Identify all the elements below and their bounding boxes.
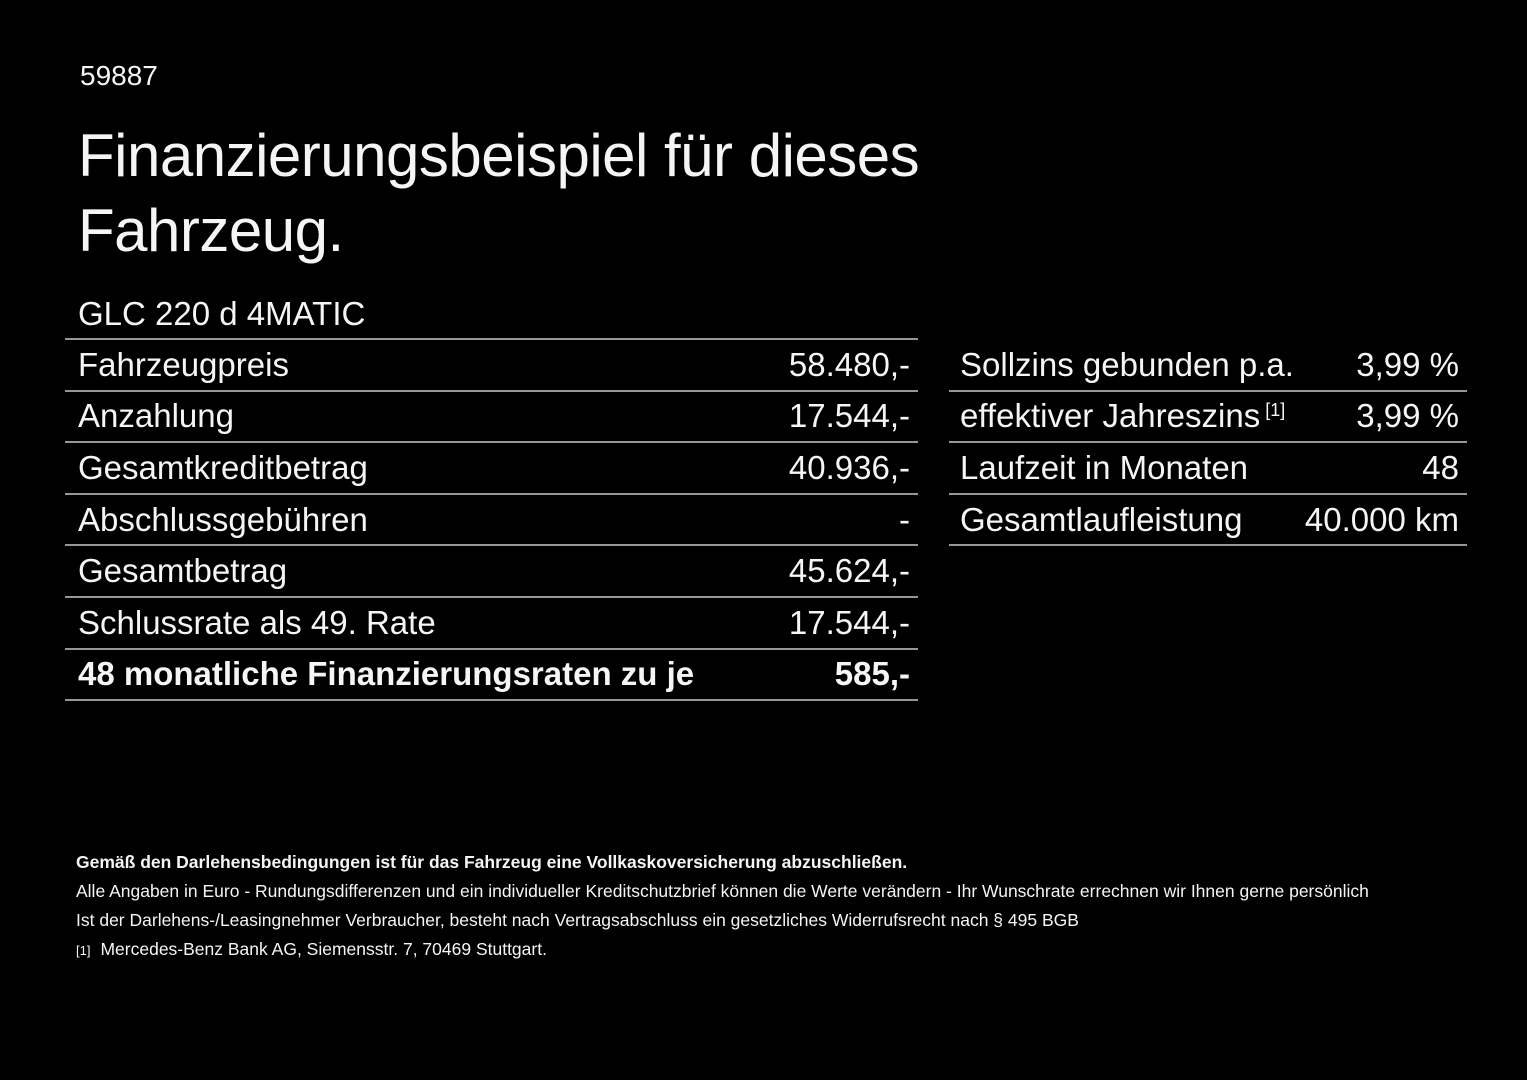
condition-row: Laufzeit in Monaten 48 <box>949 443 1467 495</box>
row-value: 17.544,- <box>788 603 910 641</box>
row-label: Gesamtbetrag <box>78 552 288 590</box>
row-label: Anzahlung <box>78 397 234 435</box>
row-value: 17.544,- <box>788 397 910 435</box>
conditions-table: Sollzins gebunden p.a. 3,99 % effektiver J… <box>949 340 1467 547</box>
offer-number: 59887 <box>80 60 158 91</box>
finance-row: Gesamtbetrag 45.624,- <box>65 546 918 598</box>
row-label: 48 monatliche Finanzierungsraten zu je <box>78 655 695 693</box>
page-title-line2: Fahrzeug. <box>78 197 344 264</box>
row-label: Gesamtkreditbetrag <box>78 448 368 486</box>
row-label: effektiver Jahreszins [1] <box>960 397 1286 435</box>
page-title: Finanzierungsbeispiel für dieses Fahrzeug… <box>78 118 920 268</box>
insurance-note: Gemäß den Darlehensbedingungen ist für d… <box>76 852 908 872</box>
finance-row: Abschlussgebühren - <box>65 495 918 547</box>
row-value: 585,- <box>834 655 910 693</box>
finance-row: 48 monatliche Finanzierungsraten zu je 58… <box>65 650 918 702</box>
row-value: 3,99 % <box>1356 397 1459 435</box>
condition-row: Gesamtlaufleistung 40.000 km <box>949 495 1467 547</box>
page-title-line1: Finanzierungsbeispiel für dieses <box>78 122 920 189</box>
finance-table: Fahrzeugpreis 58.480,- Anzahlung 17.544,- Ge… <box>65 338 918 702</box>
finance-row: Gesamtkreditbetrag 40.936,- <box>65 443 918 495</box>
row-value: 58.480,- <box>788 345 910 383</box>
row-label: Fahrzeugpreis <box>78 345 289 383</box>
row-label: Schlussrate als 49. Rate <box>78 603 436 641</box>
row-value: 45.624,- <box>788 552 910 590</box>
footnote-reference: [1] <box>1265 400 1286 421</box>
row-label: Sollzins gebunden p.a. <box>960 345 1294 383</box>
bank-footnote: [1] Mercedes-Benz Bank AG, Siemensstr. 7,… <box>76 935 1456 965</box>
row-value: 40.000 km <box>1304 500 1459 538</box>
finance-row: Fahrzeugpreis 58.480,- <box>65 340 918 392</box>
finance-row: Schlussrate als 49. Rate 17.544,- <box>65 598 918 650</box>
row-label: Abschlussgebühren <box>78 500 368 538</box>
footer-disclaimer: Gemäß den Darlehensbedingungen ist für d… <box>76 848 1456 965</box>
row-value: 3,99 % <box>1356 345 1459 383</box>
row-value: - <box>899 500 910 538</box>
row-label: Gesamtlaufleistung <box>960 500 1243 538</box>
vehicle-model: GLC 220 d 4MATIC <box>78 295 366 332</box>
footnote-text: Mercedes-Benz Bank AG, Siemensstr. 7, 70… <box>100 939 547 959</box>
withdrawal-right-note: Ist der Darlehens-/Leasingnehmer Verbrau… <box>76 910 1079 930</box>
condition-row: effektiver Jahreszins [1] 3,99 % <box>949 392 1467 444</box>
row-value: 48 <box>1422 448 1459 486</box>
row-value: 40.936,- <box>788 448 910 486</box>
footnote-marker: [1] <box>76 943 91 958</box>
condition-row: Sollzins gebunden p.a. 3,99 % <box>949 340 1467 392</box>
finance-row: Anzahlung 17.544,- <box>65 392 918 444</box>
row-label: Laufzeit in Monaten <box>960 448 1249 486</box>
euro-rounding-note: Alle Angaben in Euro - Rundungsdifferenz… <box>76 881 1369 901</box>
